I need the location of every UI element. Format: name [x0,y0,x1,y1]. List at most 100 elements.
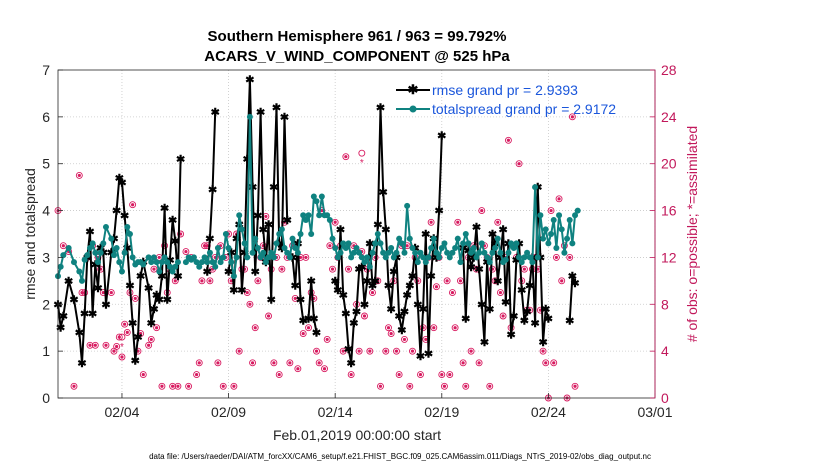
rmse-point: ✱ [466,262,475,274]
obs-assimilated-marker [330,267,335,271]
obs-assimilated-marker [101,290,105,295]
spread-point [465,240,472,247]
rmse-point: ✱ [427,271,436,283]
obs-assimilated-marker [560,279,564,283]
obs-assimilated-marker [549,208,553,213]
obs-assimilated-marker [544,361,548,365]
rmse-point: ✱ [291,281,300,293]
obs-possible-marker [91,341,99,349]
spread-point [358,254,365,261]
obs-possible-marker [59,242,67,250]
spread-point [404,202,411,209]
obs-assimilated-marker [77,173,81,178]
obs-possible-marker [153,324,161,332]
obs-possible-marker [331,218,339,226]
obs-assimilated-marker [517,162,521,166]
obs-possible-marker [313,347,320,355]
obs-assimilated-marker [120,355,124,359]
spread-point [540,235,547,242]
obs-assimilated-marker [376,279,380,283]
spread-point [374,231,381,237]
obs-assimilated-marker [389,331,393,336]
obs-possible-marker [448,289,456,297]
obs-assimilated-marker [453,326,457,330]
spread-point [121,249,128,256]
spread-point [94,259,101,266]
obs-possible-marker [198,277,206,285]
spread-point [561,249,568,256]
rmse-point: ✱ [498,224,507,236]
obs-possible-marker [382,347,390,355]
obs-assimilated-marker [328,244,332,248]
spread-point [140,261,147,268]
spread-point [334,254,341,261]
rmse-point: ✱ [144,283,153,295]
obs-possible-marker [542,359,550,367]
obs-assimilated-marker [424,337,428,342]
rmse-point: ✱ [379,187,388,199]
spread-point [508,240,515,247]
obs-assimilated-marker [304,255,308,260]
rmse-point: ✱ [163,295,172,307]
obs-possible-marker [86,341,94,349]
legend-rmse-marker: ✱ [408,82,419,97]
obs-possible-marker [555,195,563,203]
obs-assimilated-marker [104,343,108,347]
rmse-point: ✱ [80,309,89,321]
spread-point [390,254,397,261]
obs-possible-marker [454,218,462,226]
spread-point [534,254,541,261]
rmse-point: ✱ [437,131,446,143]
obs-possible-marker [406,382,414,390]
rmse-point: ✱ [389,266,398,278]
spread-point [369,249,376,256]
spread-point [545,240,552,247]
obs-assimilated-marker [541,349,545,353]
rmse-point: ✱ [520,316,529,328]
obs-assimilated-marker [176,384,180,388]
spread-point [182,259,189,266]
spread-point [148,259,155,266]
spread-point [252,235,259,242]
obs-possible-marker [547,207,555,215]
spread-point [174,259,181,266]
spread-point [190,254,197,261]
spread-point [198,259,205,266]
rmse-point: ✱ [384,281,393,293]
obs-possible-marker [219,382,227,390]
data-file-footnote: data file: /Users/raeder/DAI/ATM_forcXX/… [149,452,651,461]
spread-point [156,268,163,275]
spread-point [457,259,464,266]
obs-assimilated-marker [194,372,199,377]
obs-possible-marker [385,324,392,332]
rmse-point: ✱ [171,236,180,248]
rmse-point: ✱ [488,229,497,241]
obs-possible-marker [123,328,131,336]
obs-possible-marker [427,218,435,226]
rmse-point: ✱ [395,311,404,323]
obs-assimilated-marker [131,203,135,207]
rmse-point: ✱ [381,224,390,236]
spread-point [164,259,171,266]
obs-possible-marker [539,347,547,355]
spread-point [310,193,317,200]
rmse-point: ✱ [155,295,164,307]
rmse-point: ✱ [405,281,414,293]
obs-assimilated-marker [410,349,415,353]
spread-point [292,245,299,252]
spread-point [102,223,109,230]
rmse-point: ✱ [336,224,345,236]
spread-point [118,268,125,275]
y-right-tick-label: 4 [661,343,669,359]
y-tick-label: 1 [42,343,50,359]
spread-point [268,249,275,256]
obs-possible-marker [315,359,323,367]
spread-point [420,254,427,261]
spread-point [206,249,213,256]
rmse-point: ✱ [75,327,84,339]
obs-possible-marker [254,277,262,285]
spread-point [356,249,363,256]
x-tick-label: 02/14 [318,404,353,420]
rmse-point: ✱ [331,276,340,288]
obs-possible-marker [446,371,454,379]
